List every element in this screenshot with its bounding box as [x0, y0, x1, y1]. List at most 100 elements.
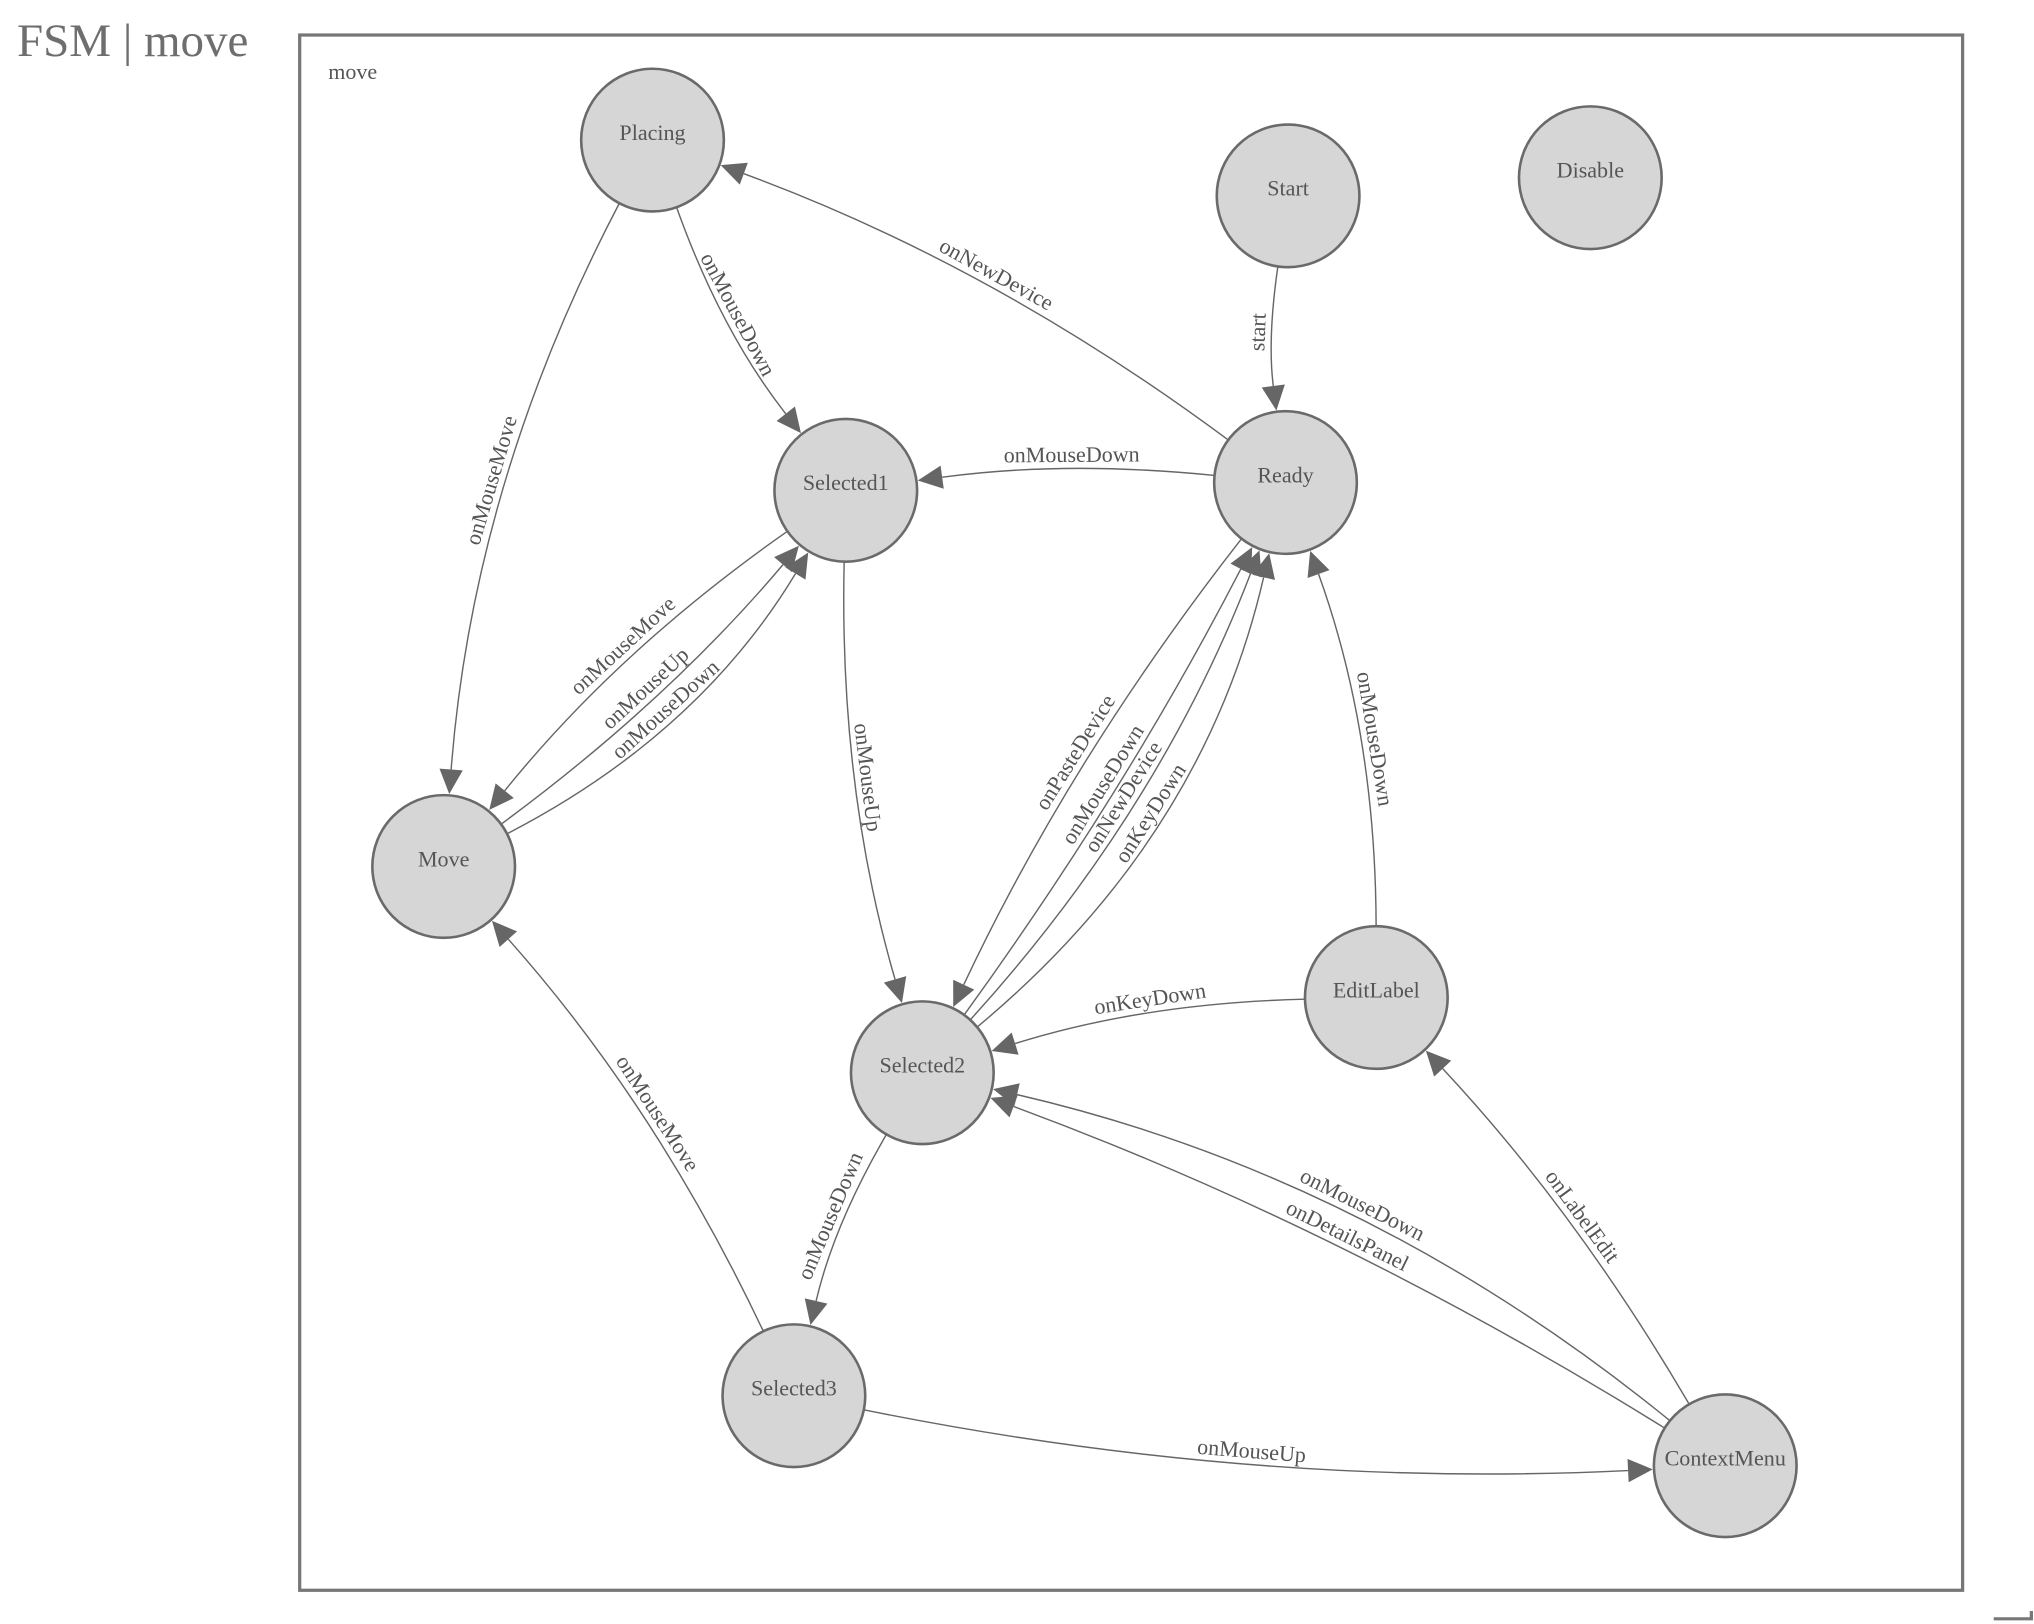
edge-line: [1014, 998, 1306, 1045]
transition-placing-to-move[interactable]: onMouseMove: [439, 202, 621, 795]
transition-selected3-to-context-menu[interactable]: onMouseUp: [863, 1409, 1653, 1483]
arrowhead-icon: [1252, 553, 1276, 580]
resize-corner[interactable]: [1993, 1611, 2033, 1621]
transition-selected2-to-selected3[interactable]: onMouseDown: [792, 1134, 888, 1325]
edge-line: [815, 1134, 888, 1302]
transition-ready-to-selected1[interactable]: onMouseDown: [917, 441, 1215, 489]
state-circle: [721, 1323, 867, 1469]
arrowhead-icon: [785, 552, 809, 580]
transition-start-to-ready[interactable]: start: [1244, 266, 1285, 411]
state-context-menu[interactable]: ContextMenu: [1652, 1393, 1798, 1539]
state-label: Placing: [619, 120, 685, 145]
edge-line: [675, 207, 787, 415]
state-placing[interactable]: Placing: [579, 67, 726, 213]
group-frame: [298, 33, 1965, 1592]
transition-edit-label-to-ready[interactable]: onMouseDown: [1307, 550, 1399, 927]
transition-selected2-to-ready[interactable]: onNewDevice: [969, 550, 1262, 1021]
transition-label: onNewDevice: [935, 233, 1058, 316]
group-label: move: [328, 59, 377, 84]
transition-selected1-to-move[interactable]: onMouseMove: [489, 530, 788, 810]
arrowhead-icon: [439, 768, 463, 795]
state-selected1[interactable]: Selected1: [773, 417, 919, 563]
state-circle: [1303, 924, 1449, 1071]
arrowhead-icon: [990, 1095, 1018, 1118]
transition-label: onMouseMove: [460, 412, 522, 547]
transition-edit-label-to-selected2[interactable]: onKeyDown: [991, 978, 1306, 1055]
edge-line: [963, 568, 1242, 1016]
state-start[interactable]: Start: [1215, 123, 1361, 269]
transition-ready-to-placing[interactable]: onNewDevice: [720, 162, 1229, 441]
state-circle: [1652, 1393, 1798, 1539]
edge-line: [1270, 266, 1279, 387]
arrowhead-icon: [489, 783, 514, 810]
state-label: Selected3: [751, 1376, 837, 1401]
state-label: Ready: [1257, 462, 1313, 487]
transition-label: onMouseDown: [695, 248, 781, 380]
arrowhead-icon: [776, 406, 801, 434]
edge-line: [942, 467, 1215, 478]
arrowhead-icon: [1261, 384, 1285, 411]
arrowhead-icon: [953, 979, 975, 1007]
transition-placing-to-selected1[interactable]: onMouseDown: [675, 207, 801, 434]
state-selected3[interactable]: Selected3: [721, 1323, 867, 1469]
arrowhead-icon: [991, 1032, 1019, 1055]
edge-line: [976, 577, 1265, 1028]
page-title: FSM | move: [17, 15, 249, 67]
edge-line: [500, 564, 784, 825]
edge-line: [863, 1409, 1629, 1475]
edge-line: [743, 173, 1229, 441]
state-move[interactable]: Move: [371, 793, 517, 940]
edge-line: [1013, 1105, 1666, 1429]
state-ready[interactable]: Ready: [1212, 409, 1359, 556]
edge-line: [506, 573, 797, 835]
transition-label: onMouseDown: [1004, 441, 1140, 467]
edge-line: [450, 202, 621, 770]
state-label: Move: [418, 846, 470, 871]
arrowhead-icon: [720, 162, 748, 185]
arrowhead-icon: [1307, 550, 1330, 578]
transition-selected3-to-move[interactable]: onMouseMove: [491, 920, 764, 1332]
state-circle: [371, 793, 517, 940]
edge-line: [1442, 1068, 1690, 1405]
arrowhead-icon: [491, 920, 518, 947]
state-label: Disable: [1557, 158, 1625, 183]
arrowhead-icon: [917, 465, 944, 489]
state-label: Selected1: [803, 470, 889, 495]
state-label: Selected2: [879, 1053, 965, 1078]
transition-context-menu-to-edit-label[interactable]: onLabelEdit: [1425, 1050, 1690, 1405]
state-circle: [773, 417, 919, 563]
state-label: Start: [1267, 176, 1309, 201]
transition-label: start: [1244, 313, 1270, 352]
transition-label: onMouseUp: [1196, 1434, 1307, 1468]
edge-line: [969, 573, 1252, 1021]
transition-label: onMouseDown: [1352, 670, 1399, 808]
transition-selected2-to-ready[interactable]: onMouseDown: [963, 547, 1253, 1016]
state-label: ContextMenu: [1665, 1446, 1786, 1471]
transition-selected1-to-selected2[interactable]: onMouseUp: [843, 561, 907, 1003]
state-label: EditLabel: [1333, 977, 1420, 1002]
edge-line: [1317, 573, 1377, 927]
state-disable[interactable]: Disable: [1517, 105, 1663, 251]
state-circle: [849, 1000, 995, 1146]
state-circle: [1212, 409, 1359, 556]
arrowhead-icon: [883, 976, 907, 1003]
state-selected2[interactable]: Selected2: [849, 1000, 995, 1146]
transition-label: onMouseMove: [611, 1050, 705, 1176]
state-edit-label[interactable]: EditLabel: [1303, 924, 1449, 1071]
arrowhead-icon: [1627, 1458, 1653, 1483]
state-circle: [1215, 123, 1361, 269]
arrowhead-icon: [804, 1298, 828, 1325]
transition-context-menu-to-selected2[interactable]: onDetailsPanel: [990, 1095, 1666, 1429]
transition-move-to-selected1[interactable]: onMouseUp: [500, 545, 799, 825]
transition-label: onMouseDown: [792, 1148, 868, 1283]
arrowhead-icon: [1425, 1050, 1452, 1077]
edge-line: [507, 938, 764, 1332]
transition-label: onLabelEdit: [1540, 1165, 1625, 1268]
edge-line: [1016, 1093, 1671, 1422]
edge-line: [843, 561, 896, 980]
state-circle: [579, 67, 726, 213]
transition-label: onMouseUp: [849, 722, 887, 833]
edge-line: [504, 530, 788, 792]
state-circle: [1517, 105, 1663, 251]
